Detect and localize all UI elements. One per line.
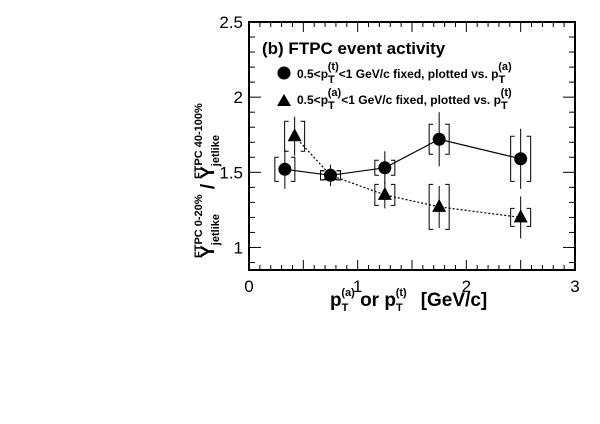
data-point-circle [432,132,446,146]
systematic-bracket [374,159,396,176]
data-point-circle [278,162,292,176]
systematic-bracket [374,183,396,206]
systematic-bracket [510,207,532,227]
data-point-triangle [287,128,302,142]
y-tick-label: 1 [234,238,243,257]
series-line [284,138,521,176]
data-point-triangle [377,186,392,200]
systematic-bracket [284,120,306,152]
y-tick-label: 2 [234,88,243,107]
legend-marker-circle [277,66,291,80]
plot-frame [248,21,576,271]
series-1 [274,112,532,189]
axis-ticks [248,21,576,270]
y-tick-label: 2.5 [219,13,243,32]
systematic-bracket [428,183,450,230]
data-point-triangle [323,167,338,181]
x-tick-label: 2 [462,277,471,296]
x-axis-label: pT(a) or pT(t) [GeV/c] [330,287,487,314]
data-point-circle [514,152,528,166]
systematic-bracket [274,156,296,182]
chart-title: (b) FTPC event activity [262,39,446,58]
legend-label-series-2: 0.5<pT(a)<1 GeV/c fixed, plotted vs. pT(… [297,87,512,112]
series-2 [284,116,532,239]
legend: 0.5<pT(t)<1 GeV/c fixed, plotted vs. pT(… [277,61,512,112]
y-tick-label: 1.5 [219,163,243,182]
series-line [294,135,521,218]
x-tick-label: 0 [244,277,253,296]
x-tick-label: 1 [353,277,362,296]
tick-labels: 0 1 2 3 1 1.5 2 2.5 [219,13,579,296]
legend-marker-triangle [277,94,291,106]
systematic-bracket [320,170,341,181]
data-point-triangle [432,198,447,212]
systematic-bracket [428,123,450,155]
data-point-triangle [513,209,528,223]
systematic-bracket [510,135,532,182]
legend-label-series-1: 0.5<pT(t)<1 GeV/c fixed, plotted vs. pT(… [297,61,512,86]
x-tick-label: 3 [570,277,579,296]
y-axis-label: YjetlikeFTPC 0-20% / YjetlikeFTPC 40-100… [193,103,222,258]
data-point-circle [378,161,392,175]
series-layer [274,112,532,239]
